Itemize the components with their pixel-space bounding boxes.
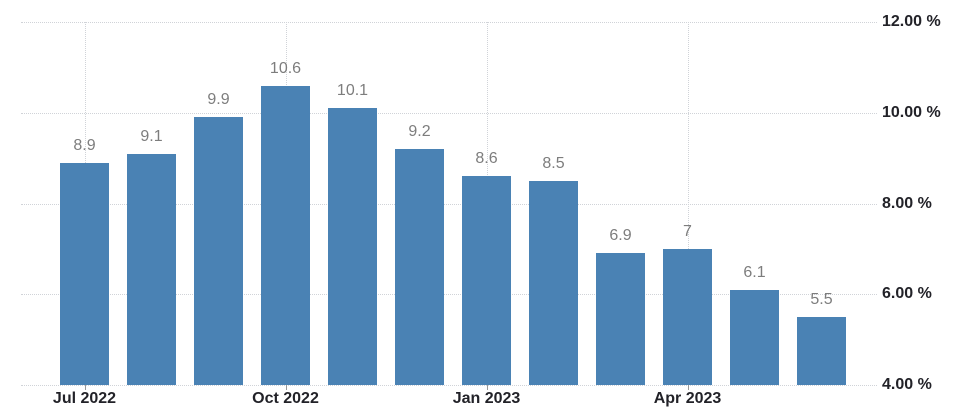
- bar-jul-2022: [60, 162, 109, 385]
- x-axis-tick-label: Jul 2022: [52, 390, 117, 407]
- bar-value-label: 10.1: [336, 82, 369, 100]
- x-axis-tick-label: Apr 2023: [653, 390, 722, 407]
- y-axis-tick-label: 8.00 %: [882, 194, 932, 212]
- bar-value-label: 6.1: [743, 263, 766, 281]
- y-axis-tick-label: 12.00 %: [882, 13, 941, 30]
- bar-value-label: 10.6: [269, 59, 302, 77]
- bar-jan-2023: [462, 176, 511, 385]
- bar-value-label: 9.1: [140, 127, 163, 145]
- x-axis-tick: [687, 385, 689, 390]
- bar-value-label: 8.6: [475, 150, 498, 168]
- bar-dec-2022: [395, 149, 444, 385]
- bar-value-label: 6.9: [609, 227, 632, 245]
- bar-sep-2022: [194, 117, 243, 385]
- x-axis-tick-label: Jan 2023: [452, 390, 521, 407]
- bar-value-label: 8.9: [73, 136, 96, 154]
- bar-feb-2023: [529, 180, 578, 385]
- x-axis-tick: [84, 385, 86, 390]
- bar-apr-2023: [663, 248, 712, 385]
- bar-oct-2022: [261, 85, 310, 385]
- x-axis-tick-label: Oct 2022: [252, 390, 319, 407]
- h-gridline: [21, 294, 877, 296]
- y-axis-tick-label: 6.00 %: [882, 285, 932, 303]
- h-gridline: [21, 385, 877, 386]
- bar-value-label: 9.2: [408, 123, 431, 141]
- bar-value-label: 7: [683, 222, 692, 240]
- bar-aug-2022: [127, 153, 176, 385]
- h-gridline: [21, 112, 877, 114]
- bar-mar-2023: [596, 253, 645, 385]
- bar-value-label: 5.5: [810, 290, 833, 308]
- bar-jun-2023: [797, 316, 846, 385]
- x-axis-tick: [285, 385, 287, 390]
- x-axis-tick: [486, 385, 488, 390]
- plot-area: 8.9 9.1 9.9 10.6 10.1 9.2 8.6 8.5 6.9 7 6.1 5.5: [21, 22, 877, 386]
- bar-value-label: 9.9: [207, 91, 230, 109]
- h-gridline: [21, 203, 877, 205]
- y-axis-tick-label: 4.00 %: [882, 376, 932, 393]
- y-axis-tick-label: 10.00 %: [882, 103, 941, 121]
- h-gridline: [21, 22, 877, 23]
- bar-value-label: 8.5: [542, 154, 565, 172]
- v-gridline: [687, 22, 689, 385]
- bar-nov-2022: [328, 108, 377, 385]
- bar-may-2023: [730, 289, 779, 385]
